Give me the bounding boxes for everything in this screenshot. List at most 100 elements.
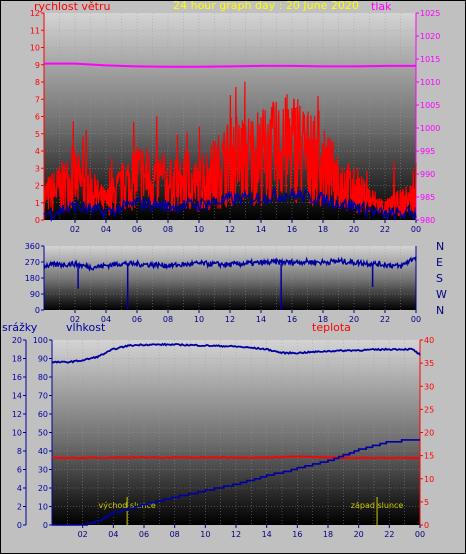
direction-axis-y-tick-label: 0 <box>35 306 40 315</box>
wind-axis-y-tick-label: 11 <box>30 26 40 35</box>
wind-pressure-chart: 0123456789101112980985990995100010051010… <box>30 9 441 234</box>
rain-humidity-temperature-chart: 0246810121416182001020304050607080901000… <box>12 336 434 539</box>
humidity-axis-y-tick-label: 70 <box>38 392 48 401</box>
wind-axis-y-tick-label: 4 <box>35 147 40 156</box>
compass-label: S <box>436 272 443 285</box>
wind-gust-series <box>43 81 417 217</box>
sunrise-label: východ slunce <box>98 501 155 510</box>
compass-label: N <box>436 304 444 317</box>
rain-axis-y-tick-label: 8 <box>17 447 22 456</box>
pressure-axis-y-tick-label: 1015 <box>420 55 440 64</box>
rain-series <box>52 439 420 526</box>
pressure-axis-y-tick-label: 980 <box>420 216 435 225</box>
wind-axis-y-tick-label: 5 <box>35 130 40 139</box>
temperature-axis-y-tick-label: 10 <box>424 475 434 484</box>
temperature-label: teplota <box>312 321 351 334</box>
temperature-series <box>52 455 421 460</box>
climate-chart-x-tick-label: 10 <box>200 530 210 539</box>
climate-chart-x-tick-label: 04 <box>108 530 118 539</box>
pressure-axis-y-tick-label: 1000 <box>420 124 440 133</box>
wind-axis-y-tick-label: 0 <box>35 216 40 225</box>
wind-chart-x-tick-label: 14 <box>256 225 266 234</box>
wind-axis-y-tick-label: 1 <box>35 199 40 208</box>
wind-axis-y-tick-label: 10 <box>30 44 40 53</box>
temperature-axis-y-tick-label: 35 <box>424 359 434 368</box>
climate-chart-x-tick-label: 02 <box>78 530 88 539</box>
wind-axis-y-tick-label: 8 <box>35 78 40 87</box>
climate-chart-x-tick-label: 12 <box>231 530 241 539</box>
wind-average-series <box>43 187 417 223</box>
humidity-axis-y-tick-label: 10 <box>38 503 48 512</box>
pressure-axis-y-tick-label: 995 <box>420 147 435 156</box>
pressure-axis-y-tick-label: 990 <box>420 170 435 179</box>
direction-axis-y-tick-label: 90 <box>30 290 40 299</box>
temperature-axis-y-tick-label: 0 <box>424 521 429 530</box>
temperature-axis-y-tick-label: 25 <box>424 405 434 414</box>
wind-axis-y-tick-label: 6 <box>35 113 40 122</box>
direction-chart-x-tick-label: 02 <box>70 315 80 324</box>
humidity-axis-y-tick-label: 80 <box>38 373 48 382</box>
wind-axis-y-tick-label: 7 <box>35 95 40 104</box>
temperature-axis-y-tick-label: 40 <box>424 336 434 345</box>
sunset-label: západ slunce <box>351 501 404 510</box>
pressure-axis-y-tick-label: 985 <box>420 193 435 202</box>
rain-axis-y-tick-label: 12 <box>12 410 22 419</box>
rain-axis-y-tick-label: 6 <box>17 466 22 475</box>
climate-chart-x-tick-label: 14 <box>262 530 272 539</box>
rain-axis-y-tick-label: 18 <box>12 355 22 364</box>
humidity-axis-y-tick-label: 90 <box>38 355 48 364</box>
rain-axis-y-tick-label: 20 <box>12 336 22 345</box>
pressure-axis-y-tick-label: 1010 <box>420 78 440 87</box>
chart-title: 24 hour graph day : 20 June 2020 <box>173 0 359 12</box>
wind-axis-y-tick-label: 12 <box>30 9 40 18</box>
direction-chart-x-tick-label: 14 <box>256 315 266 324</box>
humidity-label: vlhkost <box>66 321 106 334</box>
wind-chart-x-tick-label: 06 <box>132 225 142 234</box>
direction-chart-x-tick-label: 00 <box>411 315 421 324</box>
direction-chart-x-tick-label: 08 <box>163 315 173 324</box>
direction-chart-x-tick-label: 06 <box>132 315 142 324</box>
rain-axis-y-tick-label: 10 <box>12 429 22 438</box>
climate-chart-x-tick-label: 16 <box>292 530 302 539</box>
direction-chart-x-tick-label: 20 <box>349 315 359 324</box>
climate-chart-x-tick-label: 22 <box>384 530 394 539</box>
temperature-axis-y-tick-label: 30 <box>424 382 434 391</box>
wind-chart-x-tick-label: 22 <box>380 225 390 234</box>
temperature-axis-y-tick-label: 15 <box>424 452 434 461</box>
wind-chart-x-tick-label: 20 <box>349 225 359 234</box>
climate-chart-x-tick-label: 08 <box>170 530 180 539</box>
wind-chart-x-tick-label: 12 <box>225 225 235 234</box>
wind-direction-series <box>43 256 417 272</box>
climate-chart-x-tick-label: 18 <box>323 530 333 539</box>
wind-chart-x-tick-label: 04 <box>101 225 111 234</box>
direction-chart-x-tick-label: 22 <box>380 315 390 324</box>
climate-chart-x-tick-label: 20 <box>354 530 364 539</box>
humidity-axis-y-tick-label: 40 <box>38 447 48 456</box>
rain-label: srážky <box>2 321 38 334</box>
wind-axis-y-tick-label: 9 <box>35 61 40 70</box>
direction-axis-y-tick-label: 270 <box>25 258 40 267</box>
direction-axis-y-tick-label: 360 <box>25 242 40 251</box>
compass-label: N <box>436 240 444 253</box>
rain-axis-y-tick-label: 14 <box>12 392 22 401</box>
humidity-axis-y-tick-label: 60 <box>38 410 48 419</box>
rain-axis-y-tick-label: 4 <box>17 484 22 493</box>
climate-chart-x-tick-label: 06 <box>139 530 149 539</box>
wind-axis-y-tick-label: 3 <box>35 164 40 173</box>
pressure-series <box>44 62 416 68</box>
climate-chart-x-tick-label: 00 <box>415 530 425 539</box>
wind-chart-x-tick-label: 02 <box>70 225 80 234</box>
humidity-axis-y-tick-label: 0 <box>43 521 48 530</box>
direction-chart-x-tick-label: 10 <box>194 315 204 324</box>
temperature-axis-y-tick-label: 5 <box>424 498 429 507</box>
wind-chart-x-tick-label: 18 <box>318 225 328 234</box>
wind-speed-label: rychlost větru <box>34 0 110 13</box>
wind-axis-y-tick-label: 2 <box>35 182 40 191</box>
wind-chart-x-tick-label: 10 <box>194 225 204 234</box>
humidity-axis-y-tick-label: 30 <box>38 466 48 475</box>
direction-chart-x-tick-label: 12 <box>225 315 235 324</box>
humidity-axis-y-tick-label: 100 <box>33 336 48 345</box>
humidity-axis-y-tick-label: 50 <box>38 429 48 438</box>
